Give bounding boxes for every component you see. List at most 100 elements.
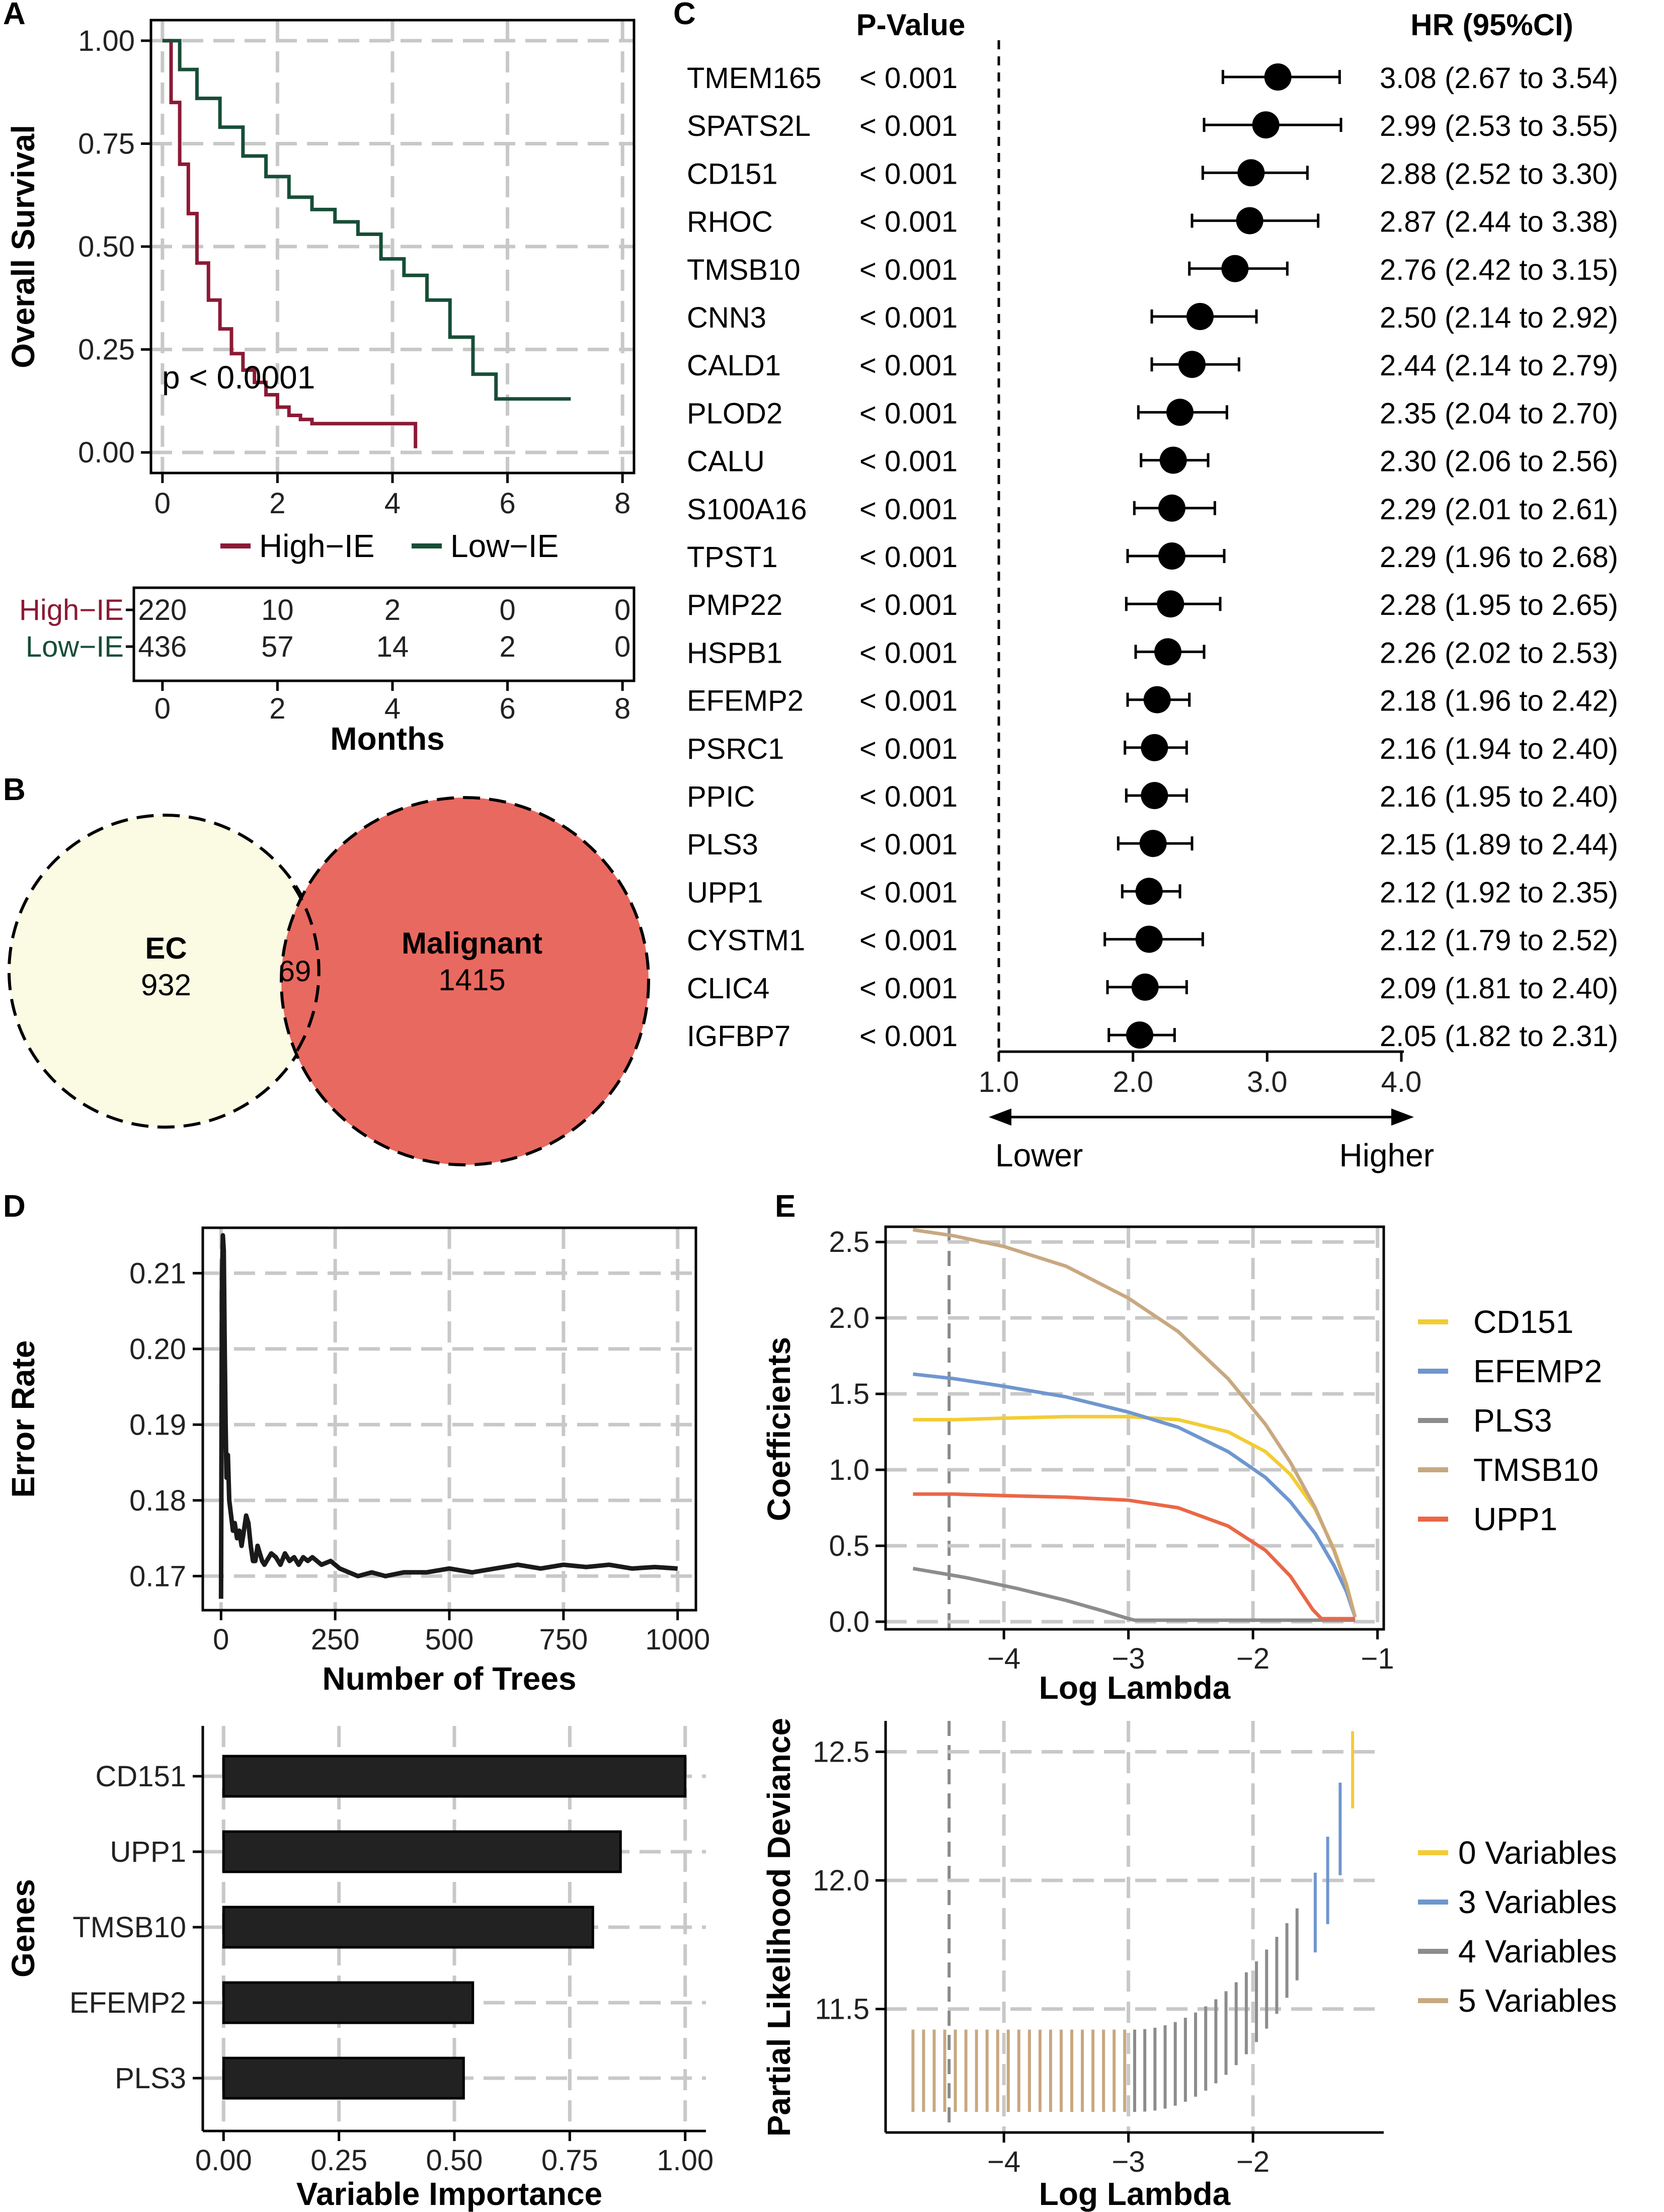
tick-label-x: −3 (1112, 1642, 1145, 1675)
forest-pvalue: < 0.001 (859, 62, 958, 95)
forest-gene-label: EFEMP2 (687, 685, 804, 718)
tick-label-y: 11.5 (815, 1993, 869, 2026)
tick-label-y: 1.00 (78, 25, 135, 57)
tick-label-x: −1 (1361, 1642, 1394, 1675)
panel-e-deviance-x-label: Log Lambda (1039, 2176, 1231, 2212)
forest-gene-label: TPST1 (687, 541, 778, 574)
tick-label-x: 0.25 (310, 2144, 367, 2177)
tick-label-y: 0.17 (129, 1560, 186, 1593)
risk-cell: 10 (261, 594, 294, 626)
forest-hr-point (1236, 207, 1263, 234)
tick-label-x: 1.0 (979, 1066, 1019, 1098)
coef-path-tmsb10 (912, 1228, 1357, 1618)
forest-plot-rows: TMEM165 < 0.001 3.08 (2.67 to 3.54) SPATS2L… (687, 62, 1618, 1053)
legend-label: CD151 (1473, 1304, 1573, 1340)
forest-pvalue: < 0.001 (859, 924, 958, 957)
risk-table-frame (132, 586, 636, 682)
tick-label-y: 2.0 (829, 1302, 869, 1334)
panel-label-e: E (775, 1189, 796, 1224)
tick-label-x: 4 (384, 487, 401, 520)
tick-label-y: 0.75 (78, 127, 135, 160)
panel-e-coef-frame (884, 1225, 1385, 1631)
risk-cell: 436 (138, 630, 187, 663)
risk-cell: 220 (138, 594, 187, 626)
forest-pvalue: < 0.001 (859, 876, 958, 909)
importance-bar (222, 1981, 474, 2024)
tick-label-x: 6 (499, 487, 515, 520)
tick-label-y: 0.50 (78, 230, 135, 263)
risk-row-label: Low−IE (26, 630, 124, 663)
risk-cell: 57 (261, 630, 294, 663)
tick-label-x: 0 (154, 692, 171, 725)
venn-label-malignant: Malignant (402, 926, 542, 960)
legend-label: UPP1 (1473, 1501, 1557, 1537)
forest-hr-point (1126, 1021, 1153, 1049)
legend-label: 4 Variables (1458, 1933, 1617, 1969)
importance-bars: CD151 UPP1 TMSB10 EFEMP2 PLS3 (69, 1755, 687, 2100)
tick-label-x: 4.0 (1381, 1066, 1422, 1098)
forest-hr-text: 2.15 (1.89 to 2.44) (1380, 828, 1618, 861)
panel-e-coef-y-ticks: 0.0 0.5 1.0 1.5 2.0 2.5 (829, 1226, 886, 1638)
forest-pvalue: < 0.001 (859, 828, 958, 861)
panel-label-d: D (3, 1189, 26, 1224)
forest-gene-label: TMEM165 (687, 62, 822, 95)
forest-hr-point (1157, 590, 1184, 618)
forest-hr-text: 2.88 (2.52 to 3.30) (1380, 157, 1618, 190)
panel-a-x-label: Months (330, 721, 445, 757)
forest-pvalue: < 0.001 (859, 157, 958, 190)
importance-bar (222, 1906, 594, 1949)
tick-label-y: 0.0 (829, 1606, 869, 1638)
legend-label: 0 Variables (1458, 1835, 1617, 1871)
forest-hr-text: 2.09 (1.81 to 2.40) (1380, 972, 1618, 1005)
forest-pvalue: < 0.001 (859, 493, 958, 526)
forest-gene-label: PLOD2 (687, 397, 782, 430)
tick-label-x: 3.0 (1247, 1066, 1288, 1098)
forest-pvalue: < 0.001 (859, 301, 958, 334)
panel-d-error-x-label: Number of Trees (322, 1661, 576, 1697)
forest-hr-text: 2.16 (1.95 to 2.40) (1380, 780, 1618, 813)
forest-hr-text: 2.35 (2.04 to 2.70) (1380, 397, 1618, 430)
forest-hr-text: 2.50 (2.14 to 2.92) (1380, 301, 1618, 334)
coef-path-cd151 (913, 1414, 1357, 1618)
forest-pvalue: < 0.001 (859, 972, 958, 1005)
forest-hr-text: 2.87 (2.44 to 3.38) (1380, 206, 1618, 239)
panel-e-deviance-x-ticks: −4 −3 −2 (987, 2132, 1270, 2178)
tick-label-y: 1.5 (829, 1378, 869, 1410)
importance-bar (222, 2057, 465, 2100)
forest-hr-text: 2.18 (1.96 to 2.42) (1380, 685, 1618, 718)
tick-label-x: 8 (614, 692, 630, 725)
tick-label-x: −4 (987, 1642, 1020, 1675)
panel-e-deviance-y-label: Partial Likelihood Deviance (761, 1718, 797, 2137)
tick-label-x: −3 (1112, 2146, 1145, 2178)
forest-hr-text: 2.76 (2.42 to 3.15) (1380, 254, 1618, 286)
forest-gene-label: RHOC (687, 206, 773, 239)
deviance-error-bars (911, 1731, 1355, 2112)
forest-pvalue: < 0.001 (859, 206, 958, 239)
forest-hr-point (1135, 925, 1163, 953)
forest-pvalue: < 0.001 (859, 541, 958, 574)
forest-gene-label: HSPB1 (687, 637, 782, 669)
forest-hr-point (1143, 686, 1171, 714)
importance-x-ticks: 0.00 0.25 0.50 0.75 1.00 (195, 2131, 714, 2177)
error-rate-line (218, 1233, 678, 1599)
tick-label-x: 8 (614, 487, 630, 520)
forest-gene-label: PMP22 (687, 589, 782, 621)
tick-label-x: 0.00 (195, 2144, 252, 2177)
legend-label-high-ie: High−IE (259, 528, 374, 564)
panel-a-y-label: Overall Survival (5, 125, 41, 368)
tick-label-x: 4 (384, 692, 401, 725)
tick-label-x: 500 (425, 1623, 474, 1656)
risk-cell: 0 (499, 594, 515, 626)
forest-hr-text: 2.12 (1.79 to 2.52) (1380, 924, 1618, 957)
survival-curves (162, 39, 571, 448)
coef-path-pls3 (912, 1566, 1356, 1622)
panel-d-error-x-ticks: 0 250 500 750 1000 (213, 1610, 710, 1656)
tick-label-x: 0 (213, 1623, 229, 1656)
importance-bar (222, 1830, 622, 1873)
arrow-left-head (989, 1109, 1011, 1126)
forest-hr-text: 2.12 (1.92 to 2.35) (1380, 876, 1618, 909)
importance-gene-label: PLS3 (115, 2062, 186, 2095)
tick-label-x: 1.00 (657, 2144, 714, 2177)
panel-label-c: C (673, 0, 696, 31)
